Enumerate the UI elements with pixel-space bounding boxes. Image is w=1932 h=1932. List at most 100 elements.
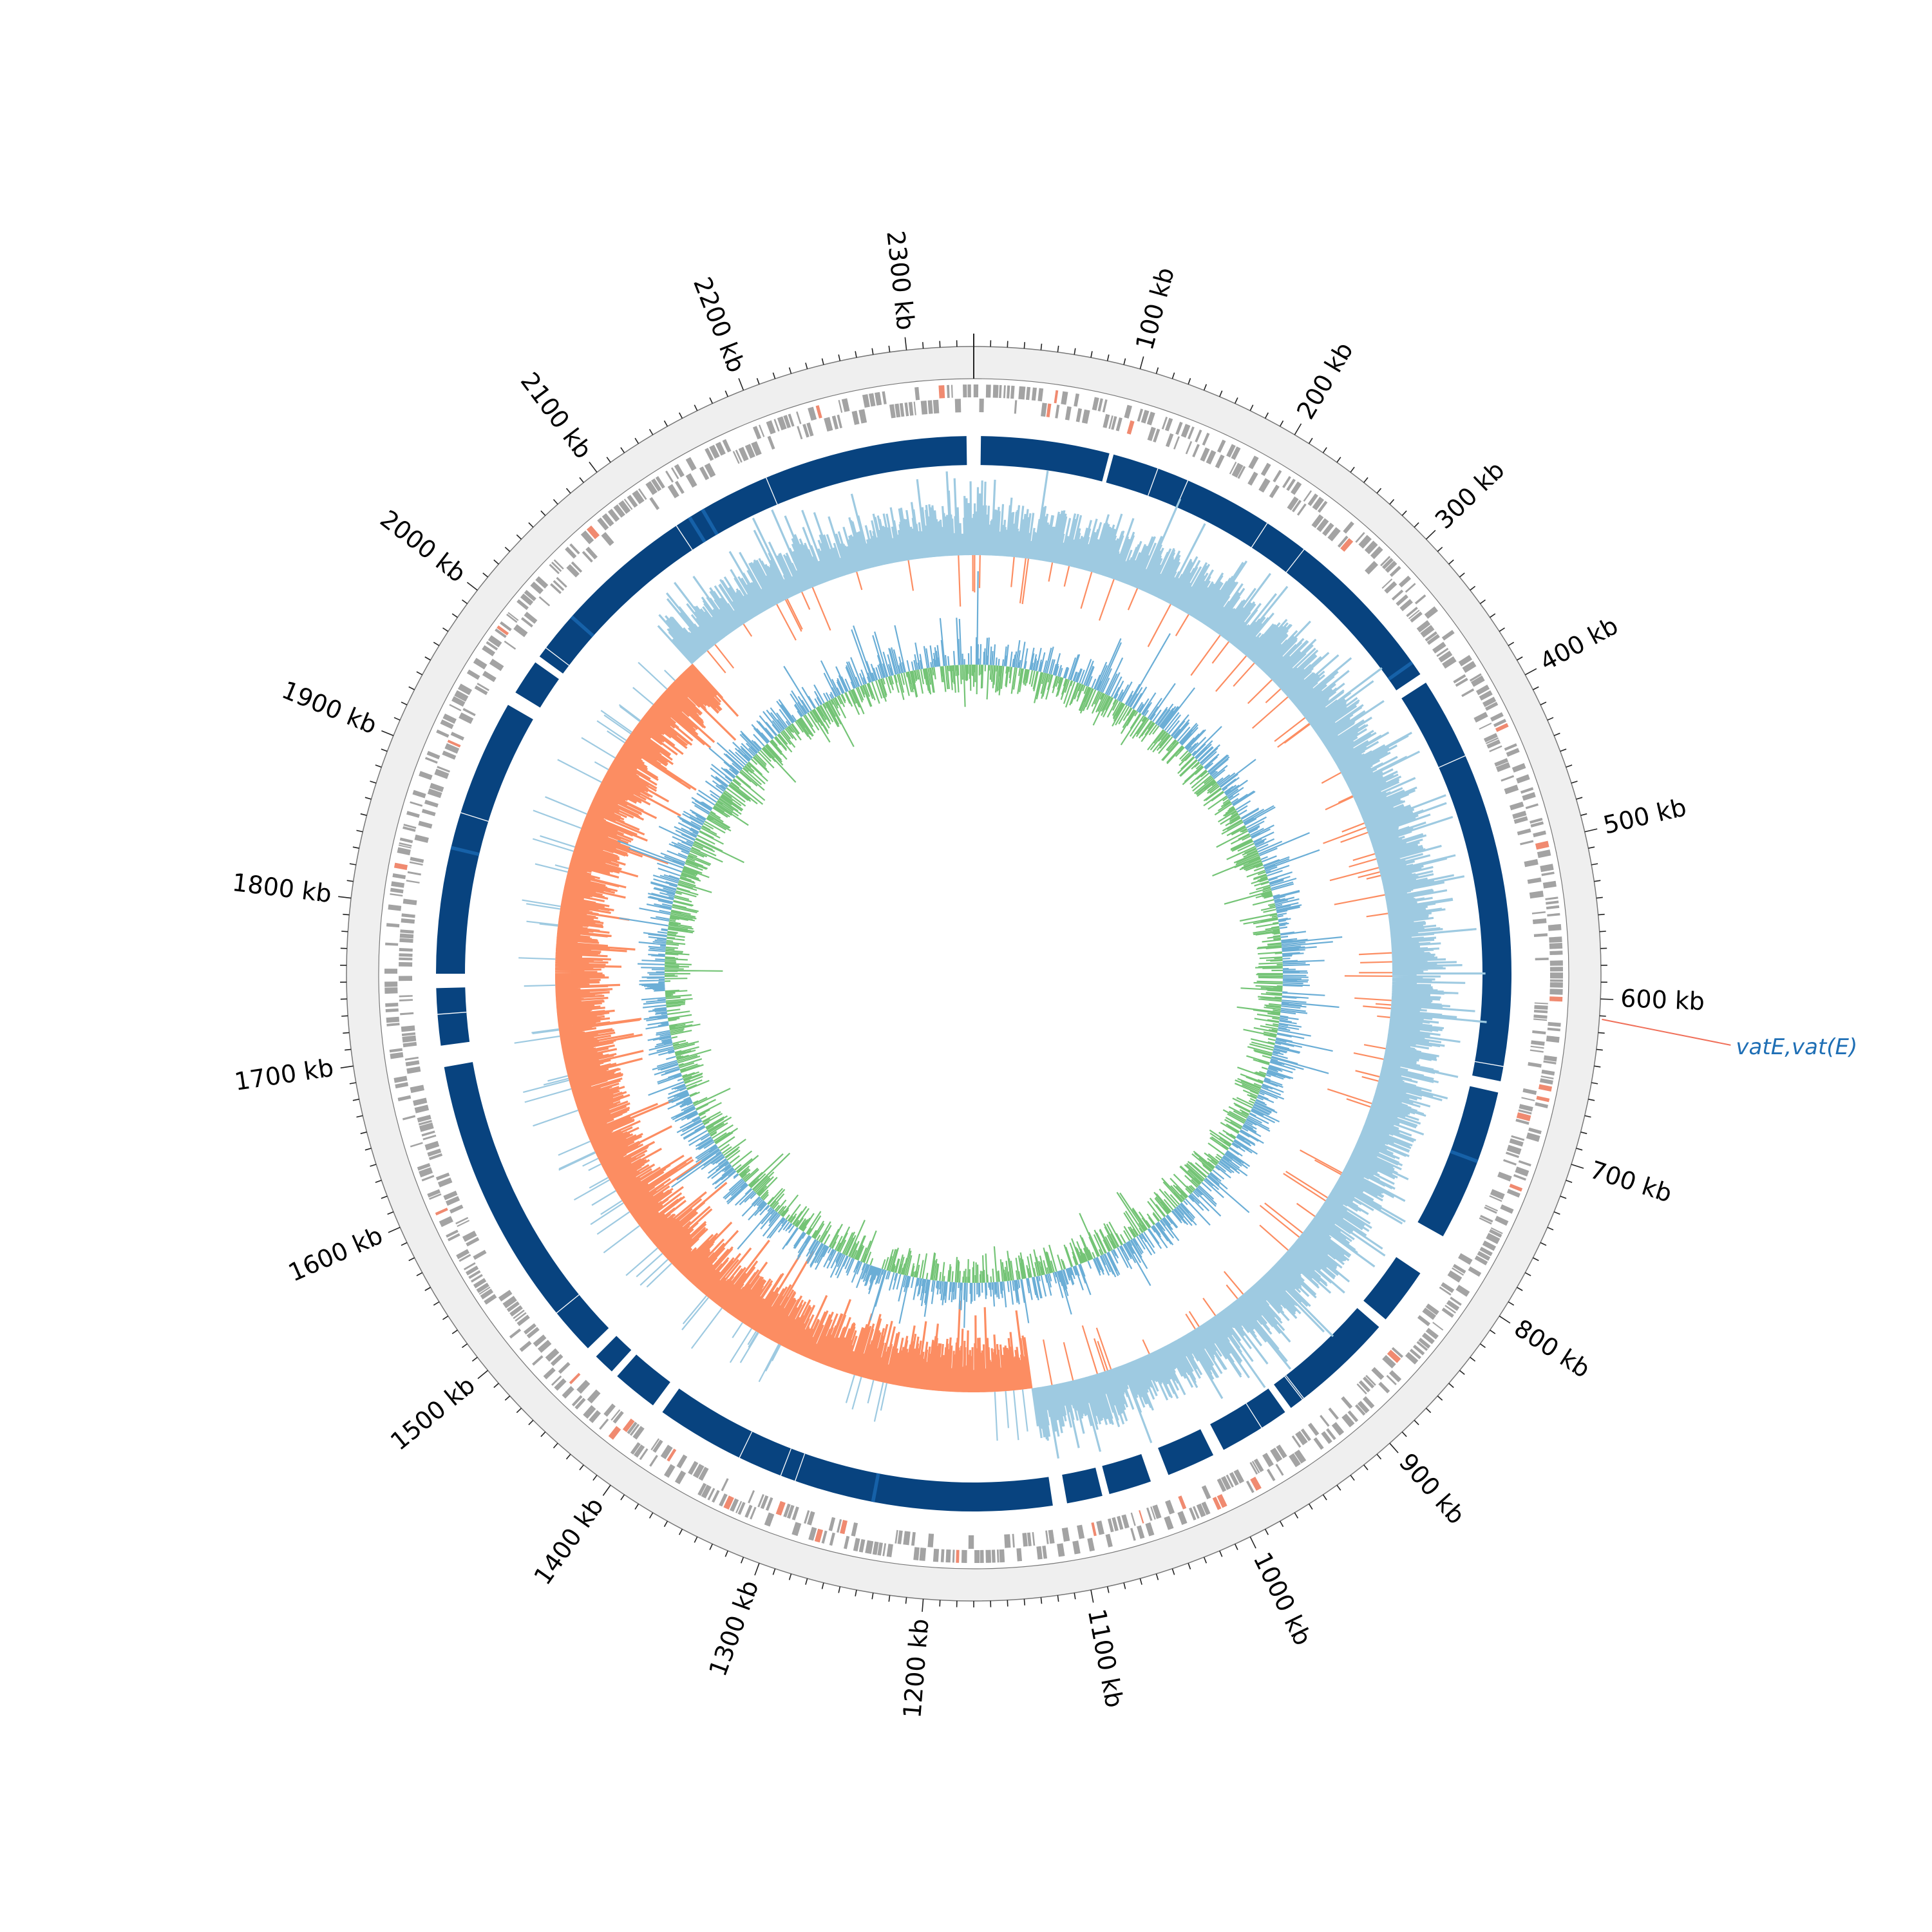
gene-feature — [1509, 1138, 1524, 1147]
gene-feature — [1414, 594, 1426, 605]
gene-feature — [1347, 1410, 1359, 1423]
gene-feature — [655, 476, 665, 489]
gene-feature — [1048, 1530, 1055, 1544]
gene-feature — [1185, 440, 1193, 455]
gene-feature — [401, 1032, 416, 1036]
tick-label-group: 2100 kb — [515, 367, 598, 464]
gene-feature — [1092, 397, 1099, 411]
gene-feature — [445, 1196, 460, 1206]
gene-feature — [1286, 478, 1296, 491]
gene-feature — [468, 1270, 481, 1280]
gene-feature — [489, 658, 504, 671]
gene-feature — [1212, 1497, 1222, 1510]
gene-feature — [1147, 426, 1156, 441]
gene-feature — [1505, 1151, 1519, 1159]
gene-feature — [775, 1501, 786, 1516]
gene-feature — [752, 426, 762, 440]
gene-feature — [1470, 675, 1485, 687]
gene-feature — [699, 466, 710, 480]
gene-feature — [760, 1495, 769, 1510]
gene-feature — [1275, 1464, 1284, 1476]
gene-feature — [1145, 1522, 1155, 1537]
gene-feature — [390, 1052, 404, 1059]
gene-feature — [908, 402, 914, 416]
gene-feature — [1436, 647, 1449, 658]
gene-feature — [417, 1162, 431, 1171]
gene-feature — [1105, 1533, 1113, 1548]
gene-feature — [437, 1177, 453, 1188]
gene-feature — [1387, 1349, 1401, 1363]
gene-feature — [649, 1455, 658, 1467]
gene-feature — [406, 811, 420, 818]
gene-feature — [1320, 1414, 1330, 1427]
gene-feature — [543, 1367, 556, 1379]
gene-feature — [554, 1378, 567, 1391]
gene-feature — [519, 1340, 532, 1352]
gene-feature — [549, 564, 560, 574]
gene-feature — [674, 1470, 687, 1484]
gene-feature — [414, 834, 429, 843]
gene-feature — [1364, 540, 1378, 554]
tick-label-group: 1800 kb — [231, 868, 333, 908]
gene-feature — [545, 1348, 560, 1362]
gene-feature — [868, 393, 876, 407]
gene-feature — [1534, 1005, 1548, 1010]
gene-feature — [537, 1340, 552, 1353]
blast-hit-block — [617, 1354, 670, 1406]
tick-label-group: 600 kb — [1620, 984, 1705, 1016]
gene-feature — [401, 1025, 415, 1032]
gene-feature — [952, 1549, 955, 1563]
gene-feature — [1468, 1266, 1482, 1277]
gene-feature — [1201, 1485, 1211, 1500]
gene-feature — [1482, 1240, 1497, 1251]
gene-feature — [1479, 1217, 1492, 1225]
gene-feature — [1036, 1546, 1043, 1560]
gene-feature — [1495, 762, 1511, 772]
gene-feature — [580, 530, 594, 545]
gene-feature — [1418, 1338, 1431, 1349]
gene-feature — [1412, 1344, 1425, 1356]
tick-label-group: 1000 kb — [1247, 1548, 1317, 1649]
gene-feature — [1408, 609, 1420, 620]
gene-feature — [402, 1035, 417, 1043]
gene-feature — [732, 451, 740, 464]
gene-feature — [462, 708, 476, 717]
gene-feature — [439, 1216, 453, 1227]
blast-hit-block — [444, 1062, 609, 1349]
gene-feature — [550, 1354, 564, 1367]
gene-feature — [478, 1286, 491, 1295]
gene-feature — [406, 1066, 421, 1074]
gene-feature — [927, 1533, 934, 1548]
gene-feature — [421, 808, 436, 817]
gene-feature — [601, 532, 614, 546]
gene-feature — [389, 1048, 403, 1053]
gene-feature — [980, 1549, 984, 1563]
gene-feature — [524, 611, 538, 624]
gene-feature — [777, 416, 787, 431]
gene-feature — [410, 801, 423, 807]
gene-feature — [1535, 840, 1549, 850]
gene-feature — [1421, 1332, 1435, 1345]
gene-feature — [865, 1540, 874, 1555]
gene-feature — [1112, 1517, 1119, 1531]
tick-label-group: 2200 kb — [688, 273, 751, 376]
gene-feature — [418, 820, 433, 829]
gene-feature — [999, 384, 1002, 399]
gene-feature — [1231, 462, 1244, 478]
gene-feature — [1432, 641, 1446, 654]
gene-feature — [1537, 849, 1551, 858]
tick-label: 1700 kb — [232, 1054, 336, 1096]
gene-feature — [446, 1229, 459, 1238]
gene-feature — [421, 1130, 435, 1137]
gene-feature — [719, 1493, 728, 1507]
gene-feature — [551, 562, 562, 573]
gene-feature — [618, 500, 631, 515]
gene-feature — [1253, 1458, 1264, 1473]
gene-feature — [651, 478, 662, 492]
gene-feature — [737, 1502, 746, 1515]
gene-feature — [419, 1122, 434, 1132]
gene-feature — [649, 497, 660, 510]
gene-feature — [1363, 1376, 1375, 1388]
blast-hit-gap — [676, 525, 693, 551]
gene-feature — [443, 1190, 458, 1200]
